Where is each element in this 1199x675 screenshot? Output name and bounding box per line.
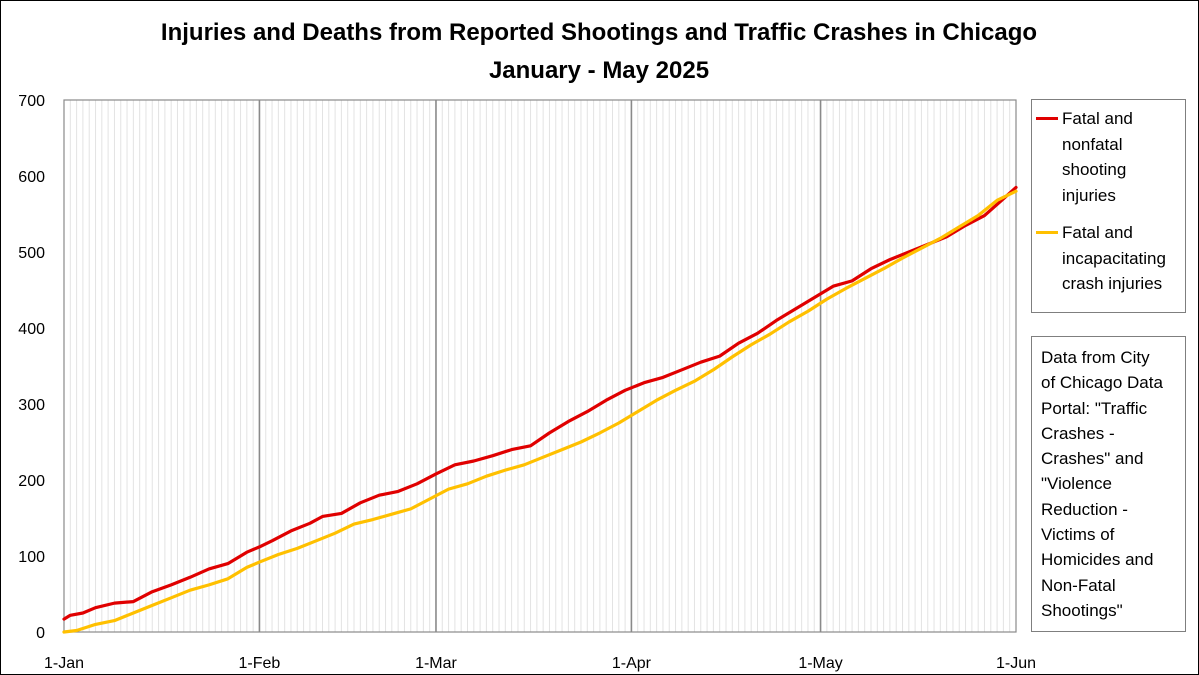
- series-line-crash: [62, 189, 1018, 634]
- source-note-line: Data from City: [1041, 348, 1150, 367]
- plot-area: 1-Jan 1-Feb 1-Mar 1-Apr 1-May 1-Jun 0 100 200 300…: [18, 93, 1036, 672]
- source-note-line: of Chicago Data: [1041, 373, 1163, 393]
- y-tick-label: 700: [18, 93, 45, 110]
- chart-subtitle: January - May 2025: [489, 57, 709, 84]
- legend-label-line: injuries: [1062, 185, 1116, 205]
- y-tick-label: 400: [18, 321, 45, 338]
- legend-swatch: [1036, 117, 1058, 120]
- x-tick-label: 1-Apr: [612, 655, 652, 672]
- y-tick-label: 200: [18, 473, 45, 490]
- legend-label-line: nonfatal: [1062, 134, 1123, 154]
- x-tick-label: 1-May: [798, 655, 842, 672]
- legend-swatch: [1036, 231, 1058, 234]
- legend-label-line: Fatal and: [1062, 109, 1133, 128]
- source-note-line: Reduction -: [1041, 499, 1128, 519]
- legend-label-line: shooting: [1062, 160, 1127, 179]
- source-note-line: Crashes -: [1041, 423, 1115, 443]
- plot-border: [63, 99, 1017, 633]
- x-tick-label: 1-Feb: [239, 655, 281, 672]
- legend-label-line: incapacitating: [1062, 248, 1166, 268]
- source-note-line: Portal: "Traffic: [1041, 398, 1148, 418]
- source-note-line: Non-Fatal: [1041, 575, 1116, 595]
- source-note-line: Victims of: [1041, 525, 1115, 545]
- x-tick-label: 1-Mar: [415, 655, 457, 672]
- legend-label: Fatal and nonfatal shooting injuries: [1062, 106, 1180, 208]
- legend: Fatal and nonfatal shooting injuries Fatal a…: [1031, 99, 1186, 313]
- y-tick-label: 600: [18, 169, 45, 186]
- source-note-line: Crashes" and: [1041, 449, 1144, 469]
- series-line-shooting: [62, 185, 1018, 621]
- chart-title: Injuries and Deaths from Reported Shooti…: [161, 19, 1037, 46]
- legend-label-line: Fatal and: [1062, 223, 1133, 242]
- source-note-line: Homicides and: [1041, 550, 1154, 570]
- y-tick-label: 0: [36, 625, 45, 642]
- source-note-text: Data from City of Chicago Data Portal: "Tr…: [1041, 345, 1179, 623]
- legend-label: Fatal and incapacitating crash injuries: [1062, 220, 1180, 297]
- x-tick-label: 1-Jan: [44, 655, 84, 672]
- source-note-line: "Violence: [1041, 474, 1112, 494]
- y-tick-label: 500: [18, 245, 45, 262]
- source-note-line: Shootings": [1041, 600, 1123, 620]
- x-tick-label: 1-Jun: [996, 655, 1036, 672]
- y-tick-label: 100: [18, 549, 45, 566]
- y-tick-label: 300: [18, 397, 45, 414]
- legend-label-line: crash injuries: [1062, 274, 1163, 293]
- source-note: Data from City of Chicago Data Portal: "Tr…: [1031, 336, 1186, 632]
